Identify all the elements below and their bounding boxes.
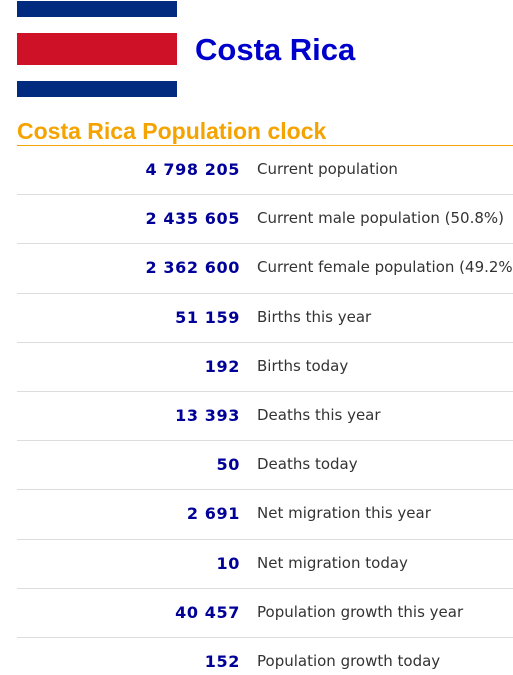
stat-value: 13 393 xyxy=(175,405,240,425)
stat-row-female-population: 2 362 600 Current female population (49.… xyxy=(17,244,513,294)
stat-label: Current population xyxy=(257,160,398,178)
stat-row-net-migration-this-year: 2 691 Net migration this year xyxy=(17,490,513,540)
stat-row-growth-today: 152 Population growth today xyxy=(17,638,513,675)
stat-row-deaths-today: 50 Deaths today xyxy=(17,441,513,491)
stat-label: Deaths today xyxy=(257,455,358,474)
stat-row-male-population: 2 435 605 Current male population (50.8%… xyxy=(17,195,513,245)
stat-label: Current male population (50.8%) xyxy=(257,209,505,228)
stat-row-births-this-year: 51 159 Births this year xyxy=(17,294,513,343)
title-divider xyxy=(17,145,513,146)
stat-value: 192 xyxy=(204,356,240,376)
stat-value: 2 691 xyxy=(186,504,240,524)
stat-label: Deaths this year xyxy=(257,405,381,424)
stat-label: Net migration this year xyxy=(257,504,431,523)
country-header: Costa Rica xyxy=(0,0,513,110)
stat-label: Births today xyxy=(257,356,349,375)
stat-value: 51 159 xyxy=(175,307,240,327)
stat-row-net-migration-today: 10 Net migration today xyxy=(17,540,513,589)
costa-rica-flag-icon xyxy=(17,1,177,97)
flag-stripe-red xyxy=(17,33,177,65)
stat-row-current-population: 4 798 205 Current population xyxy=(17,146,513,196)
stat-row-births-today: 192 Births today xyxy=(17,343,513,392)
stat-value: 2 435 605 xyxy=(145,209,240,229)
flag-stripe-blue-top xyxy=(17,1,177,17)
stat-value: 152 xyxy=(204,651,240,671)
stat-value: 50 xyxy=(216,455,240,475)
flag-stripe-white-top xyxy=(17,17,177,33)
flag-stripe-blue-bottom xyxy=(17,81,177,97)
stat-label: Current female population (49.2%) xyxy=(257,258,513,277)
stat-value: 4 798 205 xyxy=(145,160,240,179)
stat-label: Population growth today xyxy=(257,651,441,670)
stat-value: 40 457 xyxy=(175,602,240,622)
country-title: Costa Rica xyxy=(195,32,356,67)
stat-row-growth-this-year: 40 457 Population growth this year xyxy=(17,589,513,638)
stat-label: Net migration today xyxy=(257,553,408,572)
flag-stripe-white-bottom xyxy=(17,65,177,81)
population-clock-title: Costa Rica Population clock xyxy=(17,118,327,144)
population-stats-table: 4 798 205 Current population 2 435 605 C… xyxy=(17,146,513,675)
stat-value: 2 362 600 xyxy=(145,258,240,278)
stat-label: Births this year xyxy=(257,307,372,326)
stat-value: 10 xyxy=(216,553,240,573)
stat-row-deaths-this-year: 13 393 Deaths this year xyxy=(17,392,513,442)
stat-label: Population growth this year xyxy=(257,602,464,621)
